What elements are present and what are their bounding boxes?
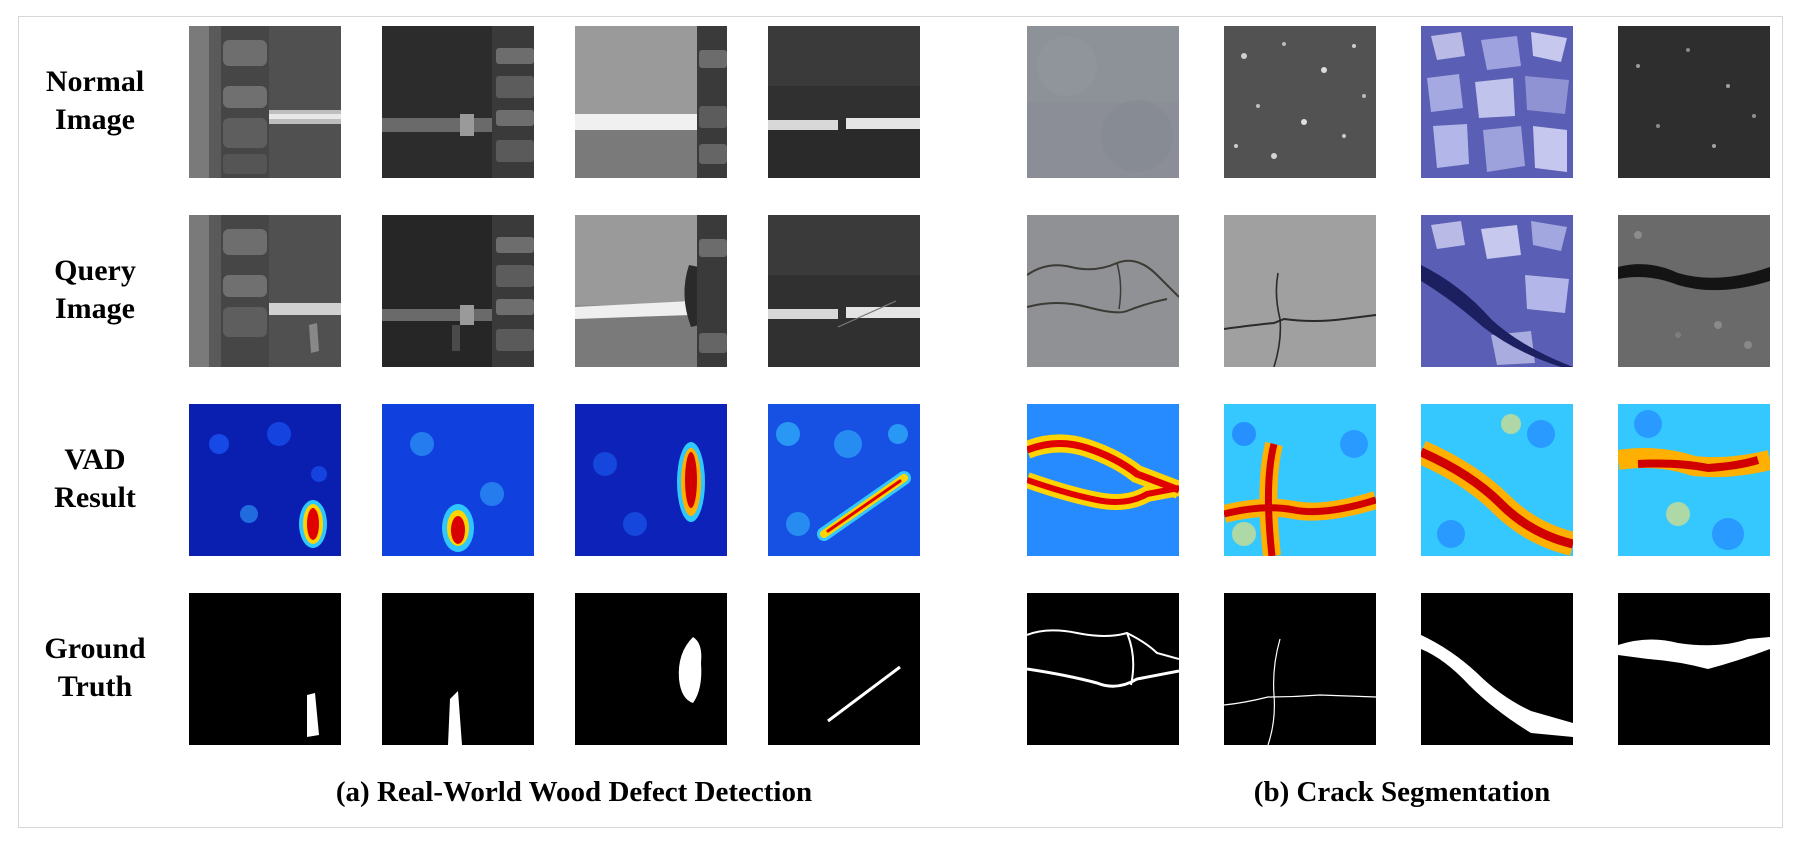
wood-ground-truth-2 bbox=[382, 593, 534, 745]
crack-query-image-2 bbox=[1224, 215, 1376, 367]
row-label-query-image: Query Image bbox=[20, 252, 170, 328]
row-label-line: Truth bbox=[57, 670, 133, 703]
wood-normal-image-1 bbox=[189, 26, 341, 178]
row-label-line: Image bbox=[55, 292, 135, 325]
figure-frame bbox=[18, 16, 1783, 828]
crack-ground-truth-3 bbox=[1421, 593, 1573, 745]
wood-query-image-1 bbox=[189, 215, 341, 367]
crack-query-image-3 bbox=[1421, 215, 1573, 367]
caption-crack-segmentation: (b) Crack Segmentation bbox=[1253, 776, 1551, 808]
wood-ground-truth-4 bbox=[768, 593, 920, 745]
crack-ground-truth-2 bbox=[1224, 593, 1376, 745]
wood-normal-image-2 bbox=[382, 26, 534, 178]
wood-query-image-3 bbox=[575, 215, 727, 367]
row-label-line: Image bbox=[55, 103, 135, 136]
row-label-normal-image: Normal Image bbox=[20, 63, 170, 139]
row-label-line: Normal bbox=[45, 65, 145, 98]
wood-vad-result-1 bbox=[189, 404, 341, 556]
wood-ground-truth-1 bbox=[189, 593, 341, 745]
row-label-line: Result bbox=[54, 481, 136, 514]
row-label-line: Query bbox=[54, 254, 136, 287]
wood-normal-image-3 bbox=[575, 26, 727, 178]
crack-ground-truth-4 bbox=[1618, 593, 1770, 745]
crack-normal-image-2 bbox=[1224, 26, 1376, 178]
crack-vad-result-4 bbox=[1618, 404, 1770, 556]
crack-normal-image-4 bbox=[1618, 26, 1770, 178]
wood-vad-result-3 bbox=[575, 404, 727, 556]
crack-vad-result-1 bbox=[1027, 404, 1179, 556]
row-label-line: VAD bbox=[64, 443, 126, 476]
row-label-ground-truth: Ground Truth bbox=[20, 630, 170, 706]
wood-vad-result-2 bbox=[382, 404, 534, 556]
row-label-vad-result: VAD Result bbox=[20, 441, 170, 517]
wood-query-image-4 bbox=[768, 215, 920, 367]
caption-wood-defect-detection: (a) Real-World Wood Defect Detection bbox=[335, 776, 813, 808]
crack-ground-truth-1 bbox=[1027, 593, 1179, 745]
wood-query-image-2 bbox=[382, 215, 534, 367]
crack-normal-image-3 bbox=[1421, 26, 1573, 178]
wood-ground-truth-3 bbox=[575, 593, 727, 745]
crack-query-image-4 bbox=[1618, 215, 1770, 367]
wood-vad-result-4 bbox=[768, 404, 920, 556]
wood-normal-image-4 bbox=[768, 26, 920, 178]
crack-query-image-1 bbox=[1027, 215, 1179, 367]
crack-normal-image-1 bbox=[1027, 26, 1179, 178]
crack-vad-result-3 bbox=[1421, 404, 1573, 556]
crack-vad-result-2 bbox=[1224, 404, 1376, 556]
row-label-line: Ground bbox=[44, 632, 146, 665]
